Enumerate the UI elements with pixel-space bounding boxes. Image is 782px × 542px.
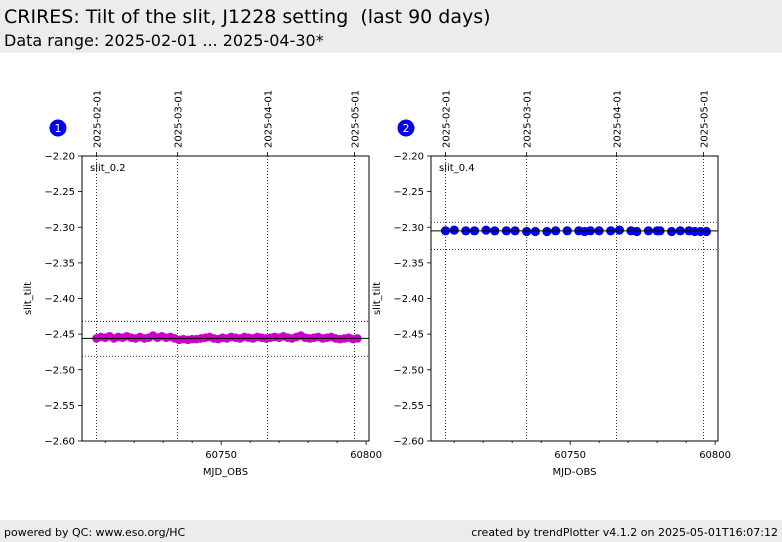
panel-number-badge	[49, 119, 67, 137]
data-point	[667, 226, 677, 237]
top-tick-label: 2025-02-01	[92, 90, 103, 148]
chart-panel-2: 2025-02-01 2025-03-01 2025-04-01 2025-05-01…	[372, 90, 731, 478]
x-tick-label: 60800	[699, 450, 731, 461]
y-tick-label: −2.60	[44, 437, 75, 448]
y-tick-label: −2.50	[44, 365, 75, 376]
top-tick-label: 2025-05-01	[351, 90, 362, 148]
data-point	[530, 226, 540, 237]
top-tick-label: 2025-03-01	[523, 90, 534, 148]
panel-number-text: 1	[55, 122, 62, 135]
y-axis-label: slit_tilt	[372, 282, 383, 315]
y-tick-label: −2.40	[393, 294, 424, 305]
panel-label: slit_0.4	[439, 163, 475, 174]
data-range-subtitle: Data range: 2025-02-01 ... 2025-04-30*	[4, 31, 324, 50]
top-tick-label: 2025-02-01	[441, 90, 452, 148]
x-axis-label: MJD_OBS	[203, 467, 248, 478]
panel-label: slit_0.2	[90, 163, 126, 174]
y-axis-label: slit_tilt	[23, 282, 34, 315]
page-title: CRIRES: Tilt of the slit, J1228 setting …	[4, 6, 491, 28]
trend-plots: 2025-02-01 2025-03-01 2025-04-01 2025-05-01…	[23, 90, 731, 478]
data-point	[632, 226, 642, 237]
y-tick-label: −2.55	[44, 401, 75, 412]
data-point	[522, 226, 532, 237]
top-tick-label: 2025-03-01	[174, 90, 185, 148]
top-tick-label: 2025-05-01	[700, 90, 711, 148]
x-tick-label: 60800	[350, 450, 382, 461]
y-tick-label: −2.40	[44, 294, 75, 305]
y-tick-label: −2.35	[393, 258, 424, 269]
chart-panel-1: 2025-02-01 2025-03-01 2025-04-01 2025-05-01…	[23, 90, 382, 478]
data-point	[481, 225, 491, 235]
x-tick-label: 60750	[205, 450, 237, 461]
plot-frame	[81, 155, 370, 442]
top-tick-label: 2025-04-01	[613, 90, 624, 148]
y-tick-label: −2.30	[393, 223, 424, 234]
data-point	[542, 226, 552, 237]
y-tick-label: −2.20	[393, 152, 424, 163]
x-axis-label: MJD-OBS	[552, 467, 596, 478]
top-tick-label: 2025-04-01	[264, 90, 275, 148]
y-tick-label: −2.20	[44, 152, 75, 163]
y-tick-label: −2.45	[44, 330, 75, 341]
y-tick-label: −2.60	[393, 437, 424, 448]
footer-bar: powered by QC: www.eso.org/HC created by…	[0, 520, 782, 542]
plot-frame	[430, 155, 719, 442]
panel-number-badge	[397, 119, 415, 137]
x-tick-label: 60750	[554, 450, 586, 461]
data-point	[614, 225, 625, 235]
footer-created: created by trendPlotter v4.1.2 on 2025-0…	[471, 526, 778, 539]
y-tick-label: −2.50	[393, 365, 424, 376]
y-tick-label: −2.25	[393, 187, 424, 198]
data-point	[701, 226, 712, 237]
y-tick-label: −2.35	[44, 258, 75, 269]
header-bar: CRIRES: Tilt of the slit, J1228 setting …	[0, 0, 782, 53]
y-tick-label: −2.30	[44, 223, 75, 234]
y-tick-label: −2.45	[393, 330, 424, 341]
y-tick-label: −2.55	[393, 401, 424, 412]
y-tick-label: −2.25	[44, 187, 75, 198]
footer-credit: powered by QC: www.eso.org/HC	[4, 526, 186, 539]
panel-number-text: 2	[403, 122, 410, 135]
data-point	[449, 225, 459, 235]
